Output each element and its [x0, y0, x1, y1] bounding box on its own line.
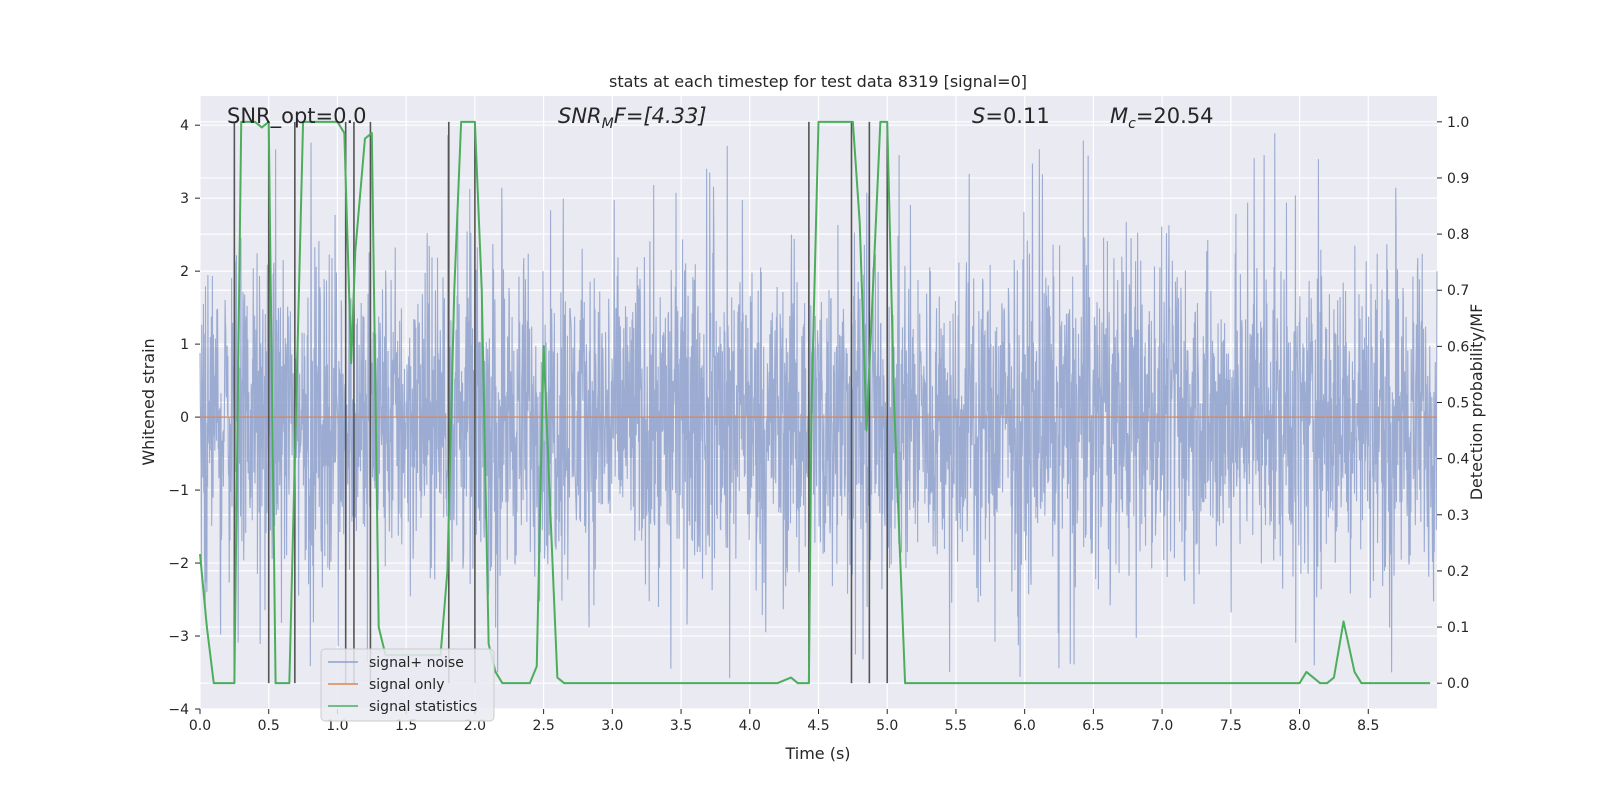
y-tick-label: 3 [180, 191, 189, 207]
s-symbol: S [972, 104, 985, 128]
legend-label-noise: signal+ noise [369, 655, 464, 671]
y2-tick-label: 0.5 [1447, 396, 1469, 412]
x-tick-label: 2.5 [532, 718, 554, 734]
y-tick-label: 2 [180, 264, 189, 280]
x-tick-label: 7.0 [1151, 718, 1173, 734]
x-tick-label: 2.0 [464, 718, 486, 734]
noise-trace [199, 133, 1438, 679]
x-tick-label: 5.5 [945, 718, 967, 734]
legend-box [320, 648, 495, 722]
y2-tick-label: 0.2 [1447, 564, 1469, 580]
snr-mf-annotation: SNRMF=[4.33] [558, 104, 707, 132]
mc-value: =20.54 [1136, 104, 1214, 128]
y2-axis-ticks: 1.0 0.9 0.8 0.7 0.6 0.5 0.4 0.3 0.2 0.1 0.0 [1437, 115, 1469, 692]
x-tick-label: 4.5 [807, 718, 829, 734]
x-tick-label: 1.0 [326, 718, 348, 734]
stats-line [199, 120, 1431, 685]
legend-label-stats: signal statistics [369, 699, 477, 715]
x-tick-label: 3.0 [601, 718, 623, 734]
s-annotation: S=0.11 [972, 104, 1050, 128]
x-tick-label: 7.5 [1220, 718, 1242, 734]
x-axis-label: Time (s) [784, 744, 850, 763]
snr-opt-annotation: SNR_opt=0.0 [227, 104, 367, 129]
y2-tick-label: 0.3 [1447, 508, 1469, 524]
snr-mf-value: F=[4.33] [614, 104, 707, 128]
x-tick-label: 0.0 [189, 718, 211, 734]
x-axis-ticks: 0.0 0.5 1.0 1.5 2.0 2.5 3.0 3.5 4.0 4.5 5.0 5.5 6.0 6… [189, 709, 1379, 734]
y2-axis-label: Detection probability/MF [1467, 304, 1486, 501]
event-markers [233, 121, 889, 684]
snr-mf-symbol: SNR [558, 104, 602, 128]
noise-series [199, 133, 1438, 679]
y2-tick-label: 1.0 [1447, 115, 1469, 131]
snr-mf-subscript: M [602, 116, 614, 132]
y2-tick-label: 0.8 [1447, 227, 1469, 243]
y2-tick-label: 0.6 [1447, 339, 1469, 355]
x-tick-label: 8.0 [1288, 718, 1310, 734]
x-tick-label: 8.5 [1357, 718, 1379, 734]
y2-tick-label: 0.4 [1447, 452, 1469, 468]
chart-title: stats at each timestep for test data 831… [609, 72, 1027, 91]
stats-series [199, 120, 1431, 685]
x-tick-label: 1.5 [395, 718, 417, 734]
y-tick-label: 0 [180, 410, 189, 426]
y-axis-ticks: 4 3 2 1 0 −1 −2 −3 −4 [168, 118, 200, 718]
x-tick-label: 6.0 [1014, 718, 1036, 734]
mc-symbol: M [1110, 104, 1128, 128]
s-value: =0.11 [985, 104, 1049, 128]
x-tick-label: 0.5 [258, 718, 280, 734]
x-tick-label: 3.5 [670, 718, 692, 734]
legend: signal+ noise signal only signal statist… [320, 648, 495, 722]
x-tick-label: 6.5 [1082, 718, 1104, 734]
y-tick-label: −1 [168, 483, 189, 499]
y2-tick-label: 0.1 [1447, 620, 1469, 636]
y-tick-label: −2 [168, 556, 189, 572]
y-tick-label: 4 [180, 118, 189, 134]
y-axis-label: Whitened strain [139, 338, 158, 465]
y2-tick-label: 0.0 [1447, 676, 1469, 692]
y-tick-label: −4 [168, 702, 189, 718]
y-tick-label: 1 [180, 337, 189, 353]
x-tick-label: 4.0 [739, 718, 761, 734]
legend-label-signal-only: signal only [369, 677, 444, 693]
mc-annotation: Mc=20.54 [1110, 104, 1214, 132]
y2-tick-label: 0.7 [1447, 283, 1469, 299]
y-tick-label: −3 [168, 629, 189, 645]
x-tick-label: 5.0 [876, 718, 898, 734]
mc-subscript: c [1128, 116, 1136, 132]
y2-tick-label: 0.9 [1447, 171, 1469, 187]
